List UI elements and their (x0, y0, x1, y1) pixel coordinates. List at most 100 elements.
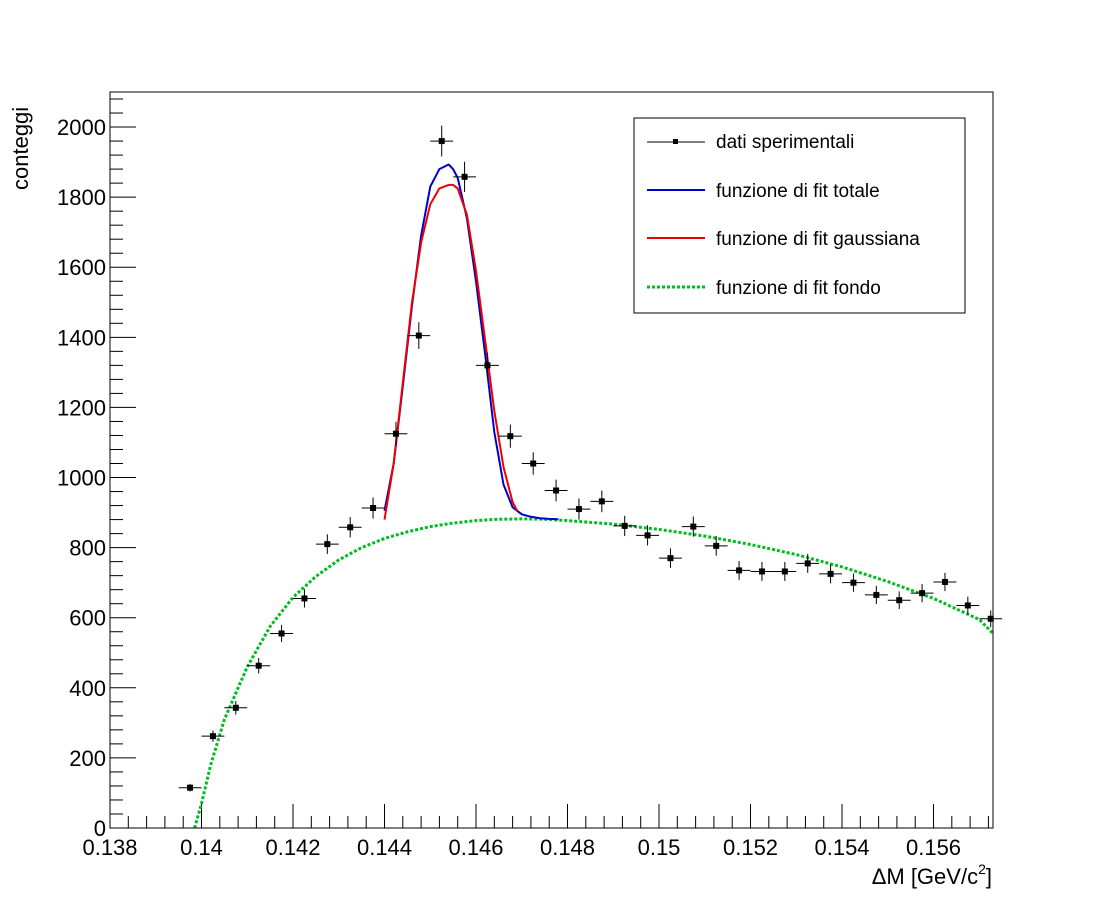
x-tick-label: 0.154 (814, 835, 869, 860)
legend-item-gaussian-fit: funzione di fit gaussiana (647, 229, 920, 250)
plot-series (178, 125, 1003, 829)
data-point (521, 452, 545, 475)
data-point-marker (690, 523, 697, 530)
data-point-marker (461, 173, 468, 180)
data-point-marker (370, 505, 377, 512)
data-point (224, 701, 248, 715)
y-tick-label: 800 (69, 536, 106, 561)
data-point-marker (438, 138, 445, 145)
data-point-marker (896, 597, 903, 604)
data-point (956, 596, 980, 615)
data-point-marker (804, 560, 811, 567)
legend-item-total-fit: funzione di fit totale (647, 181, 880, 202)
x-tick-label: 0.138 (82, 835, 137, 860)
legend-gaussian-fit-label: funzione di fit gaussiana (716, 229, 920, 250)
data-point-marker (301, 595, 308, 602)
y-tick-label: 0 (94, 816, 106, 841)
data-point-marker (987, 615, 994, 622)
legend-box (633, 117, 966, 314)
data-point-marker (484, 362, 491, 369)
data-point-marker (255, 662, 262, 669)
x-tick-label: 0.148 (540, 835, 595, 860)
data-point-marker (964, 602, 971, 609)
data-point-marker (232, 704, 239, 711)
x-tick-labels: 0.138 0.14 0.142 0.144 0.146 0.148 0.15 0.152 0.… (82, 835, 961, 860)
data-point-marker (621, 522, 628, 529)
data-point (498, 424, 522, 448)
data-point-marker (278, 630, 285, 637)
data-point (270, 625, 294, 642)
legend: dati sperimentali funzione di fit totale… (633, 117, 966, 314)
y-tick-label: 1800 (57, 185, 106, 210)
x-axis-title-superscript: 2 (978, 861, 986, 877)
data-point (864, 585, 888, 605)
background-fit-curve (193, 517, 995, 829)
data-point (178, 783, 202, 792)
data-point (430, 125, 454, 157)
data-point (796, 553, 820, 573)
data-point-marker (347, 524, 354, 531)
data-point-marker (392, 430, 399, 437)
y-tick-label: 1000 (57, 466, 106, 491)
data-point (407, 322, 431, 349)
data-point (544, 479, 568, 502)
data-point (750, 561, 774, 581)
legend-total-fit-label: funzione di fit totale (716, 181, 880, 202)
x-tick-label: 0.15 (638, 835, 681, 860)
x-tick-label: 0.152 (723, 835, 778, 860)
y-tick-label: 400 (69, 676, 106, 701)
x-tick-label: 0.146 (448, 835, 503, 860)
data-point-marker (781, 568, 788, 575)
data-point (773, 561, 797, 581)
y-tick-label: 200 (69, 746, 106, 771)
data-point-marker (575, 506, 582, 513)
y-axis-title: conteggi (8, 107, 33, 190)
data-point (659, 548, 682, 568)
x-tick-label: 0.156 (906, 835, 961, 860)
y-tick-label: 1600 (57, 255, 106, 280)
y-tick-label: 1200 (57, 395, 106, 420)
data-point (247, 658, 271, 674)
data-point-marker (919, 590, 926, 597)
y-tick-label: 2000 (57, 115, 106, 140)
data-point-marker (667, 555, 674, 562)
data-point (933, 572, 957, 592)
axis-ticks (109, 98, 989, 829)
data-point (704, 536, 728, 556)
data-point (910, 584, 934, 603)
data-point (361, 497, 385, 519)
gaussian-fit-curve (383, 183, 519, 520)
plot-frame (109, 91, 994, 829)
y-tick-label: 1400 (57, 325, 106, 350)
data-point-marker (209, 733, 216, 740)
data-point-marker (187, 784, 194, 791)
data-point-marker (736, 567, 743, 574)
x-axis-title-main: ΔM [GeV/c (872, 864, 978, 889)
data-point (887, 591, 911, 609)
legend-item-background-fit: funzione di fit fondo (647, 278, 881, 299)
x-axis-title-close: ] (986, 864, 992, 889)
data-point (384, 421, 408, 446)
data-point (315, 534, 339, 554)
data-point (590, 490, 614, 513)
data-point-marker (713, 542, 720, 549)
data-point-marker (598, 498, 605, 505)
data-point-marker (873, 591, 880, 598)
legend-background-fit-label: funzione di fit fondo (716, 278, 881, 299)
legend-data-label: dati sperimentali (716, 132, 854, 153)
data-point-marker (507, 433, 514, 440)
y-tick-labels: 0 200 400 600 800 1000 1200 1400 1600 1800 2000 (57, 115, 106, 841)
data-point (293, 589, 316, 608)
data-point (819, 564, 843, 584)
data-point (476, 352, 499, 378)
data-point (636, 525, 660, 546)
x-axis-title: ΔM [GeV/c2] (872, 861, 992, 889)
data-point (453, 161, 477, 192)
data-point-marker (850, 579, 857, 586)
data-point (842, 573, 865, 592)
data-point-marker (553, 487, 560, 494)
data-point (201, 730, 225, 742)
data-point-marker (758, 568, 765, 575)
data-point (681, 516, 705, 537)
